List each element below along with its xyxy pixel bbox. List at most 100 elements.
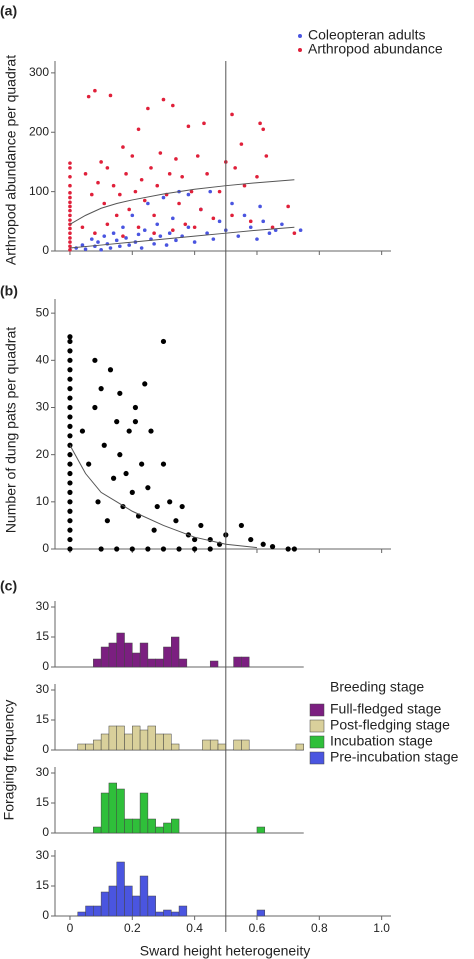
point (179, 503, 185, 510)
bar (139, 875, 149, 917)
point (68, 174, 72, 179)
bar (124, 642, 133, 668)
point (255, 174, 259, 179)
x-tick-label: 0 (67, 921, 74, 935)
bar (100, 646, 110, 668)
point (269, 544, 276, 550)
x-tick-label: 0.8 (311, 921, 328, 935)
legend-label: Coleopteran adults (308, 27, 426, 43)
bar (147, 895, 156, 917)
bar (241, 656, 250, 668)
bar (124, 885, 133, 917)
bar (93, 739, 102, 751)
point (104, 518, 110, 524)
point (258, 204, 262, 209)
point (117, 390, 123, 396)
point (160, 461, 167, 467)
point (98, 386, 104, 392)
bar (132, 652, 141, 668)
bar (163, 909, 172, 917)
bar (100, 733, 110, 751)
point (67, 518, 73, 524)
point (136, 232, 141, 237)
point (67, 489, 73, 495)
fit-line (69, 179, 295, 225)
point (189, 189, 194, 194)
point (238, 522, 244, 529)
point (79, 428, 86, 434)
point (86, 461, 92, 467)
point (68, 236, 72, 240)
point (142, 198, 147, 203)
legend-marker (298, 34, 302, 38)
point (161, 97, 166, 102)
point (180, 174, 184, 179)
y-axis-label: Arthropod abundance per quadrat (3, 55, 19, 265)
bar (233, 656, 242, 668)
legend-label: Pre-incubation stage (330, 749, 459, 765)
point (67, 367, 73, 373)
y-tick-label: 15 (36, 629, 50, 643)
point (208, 189, 213, 194)
x-tick-label: 0.4 (186, 921, 203, 935)
point (285, 546, 291, 552)
point (67, 414, 73, 420)
point (158, 234, 163, 238)
point (127, 243, 131, 247)
bar (256, 909, 266, 917)
point (127, 207, 131, 212)
bar (155, 911, 164, 917)
point (145, 546, 151, 552)
bar (116, 788, 125, 834)
point (230, 213, 234, 218)
point (142, 228, 147, 233)
point (236, 234, 241, 238)
point (264, 154, 269, 158)
y-tick-label: 0 (42, 243, 49, 257)
point (161, 195, 166, 200)
legend-swatch (309, 735, 325, 749)
point (67, 348, 73, 354)
point (83, 247, 88, 252)
bar (163, 646, 172, 668)
point (68, 208, 72, 213)
point (258, 121, 262, 126)
bar (77, 911, 86, 917)
y-tick-label: 300 (29, 65, 49, 79)
point (183, 222, 188, 227)
bar (217, 743, 227, 751)
y-tick-label: 30 (36, 848, 50, 862)
point (67, 404, 73, 411)
bar (108, 725, 117, 751)
point (230, 112, 234, 117)
point (67, 536, 73, 543)
bar (171, 743, 180, 751)
y-tick-label: 100 (29, 184, 49, 198)
point (195, 154, 200, 158)
point (86, 94, 91, 99)
point (291, 546, 297, 552)
point (248, 225, 253, 230)
bar (155, 733, 164, 751)
point (171, 216, 175, 221)
point (68, 226, 72, 231)
point (171, 103, 175, 108)
point (80, 243, 85, 247)
point (174, 238, 178, 243)
point (267, 231, 272, 235)
point (68, 244, 72, 249)
point (202, 121, 206, 126)
bar (163, 822, 172, 834)
legend-label: Post-fledging stage (330, 717, 450, 733)
x-tick-label: 1.0 (373, 921, 390, 935)
point (286, 204, 290, 209)
point (133, 189, 138, 194)
panel-label: (b) (0, 283, 18, 299)
legend-label: Full-fledged stage (330, 701, 442, 717)
point (230, 201, 234, 206)
point (192, 225, 197, 230)
point (248, 536, 254, 543)
bar (108, 782, 117, 834)
point (164, 243, 169, 247)
point (68, 166, 72, 170)
